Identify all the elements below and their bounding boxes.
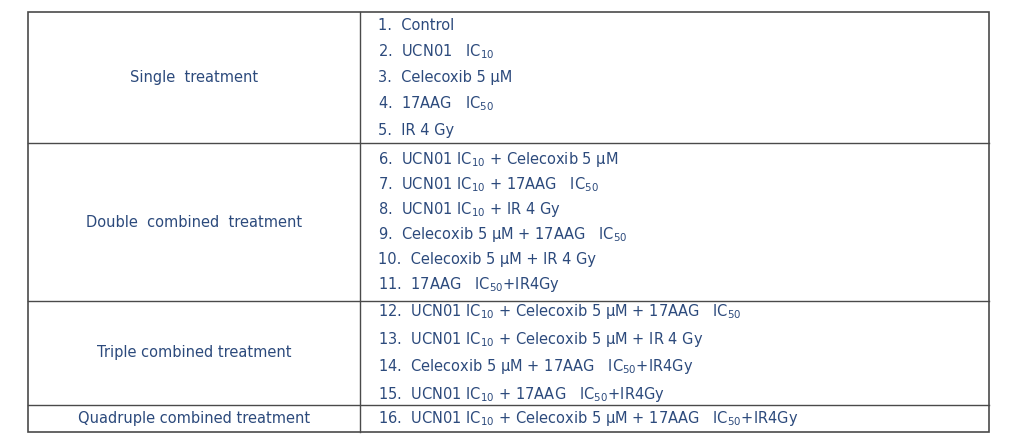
Text: 2.  UCN01   IC$_{10}$: 2. UCN01 IC$_{10}$ (378, 42, 494, 61)
Text: 4.  17AAG   IC$_{50}$: 4. 17AAG IC$_{50}$ (378, 95, 494, 114)
Text: 9.  Celecoxib 5 μM + 17AAG   IC$_{50}$: 9. Celecoxib 5 μM + 17AAG IC$_{50}$ (378, 225, 627, 244)
Text: 16.  UCN01 IC$_{10}$ + Celecoxib 5 μM + 17AAG   IC$_{50}$+IR4Gy: 16. UCN01 IC$_{10}$ + Celecoxib 5 μM + 1… (378, 409, 798, 428)
Text: 11.  17AAG   IC$_{50}$+IR4Gy: 11. 17AAG IC$_{50}$+IR4Gy (378, 275, 560, 294)
Text: 14.  Celecoxib 5 μM + 17AAG   IC$_{50}$+IR4Gy: 14. Celecoxib 5 μM + 17AAG IC$_{50}$+IR4… (378, 357, 694, 377)
Text: Quadruple combined treatment: Quadruple combined treatment (78, 411, 310, 426)
Text: 1.  Control: 1. Control (378, 18, 455, 33)
Text: 8.  UCN01 IC$_{10}$ + IR 4 Gy: 8. UCN01 IC$_{10}$ + IR 4 Gy (378, 200, 560, 219)
Text: 15.  UCN01 IC$_{10}$ + 17AAG   IC$_{50}$+IR4Gy: 15. UCN01 IC$_{10}$ + 17AAG IC$_{50}$+IR… (378, 385, 665, 404)
Text: 6.  UCN01 IC$_{10}$ + Celecoxib 5 μM: 6. UCN01 IC$_{10}$ + Celecoxib 5 μM (378, 150, 618, 169)
Text: Triple combined treatment: Triple combined treatment (97, 345, 291, 361)
Text: 7.  UCN01 IC$_{10}$ + 17AAG   IC$_{50}$: 7. UCN01 IC$_{10}$ + 17AAG IC$_{50}$ (378, 175, 599, 194)
Text: 3.  Celecoxib 5 μM: 3. Celecoxib 5 μM (378, 71, 513, 85)
Text: 5.  IR 4 Gy: 5. IR 4 Gy (378, 123, 455, 138)
Text: 10.  Celecoxib 5 μM + IR 4 Gy: 10. Celecoxib 5 μM + IR 4 Gy (378, 252, 596, 267)
Text: 13.  UCN01 IC$_{10}$ + Celecoxib 5 μM + IR 4 Gy: 13. UCN01 IC$_{10}$ + Celecoxib 5 μM + I… (378, 329, 704, 349)
Text: Single  treatment: Single treatment (130, 71, 258, 85)
Text: 12.  UCN01 IC$_{10}$ + Celecoxib 5 μM + 17AAG   IC$_{50}$: 12. UCN01 IC$_{10}$ + Celecoxib 5 μM + 1… (378, 301, 741, 321)
Text: Double  combined  treatment: Double combined treatment (86, 214, 302, 230)
